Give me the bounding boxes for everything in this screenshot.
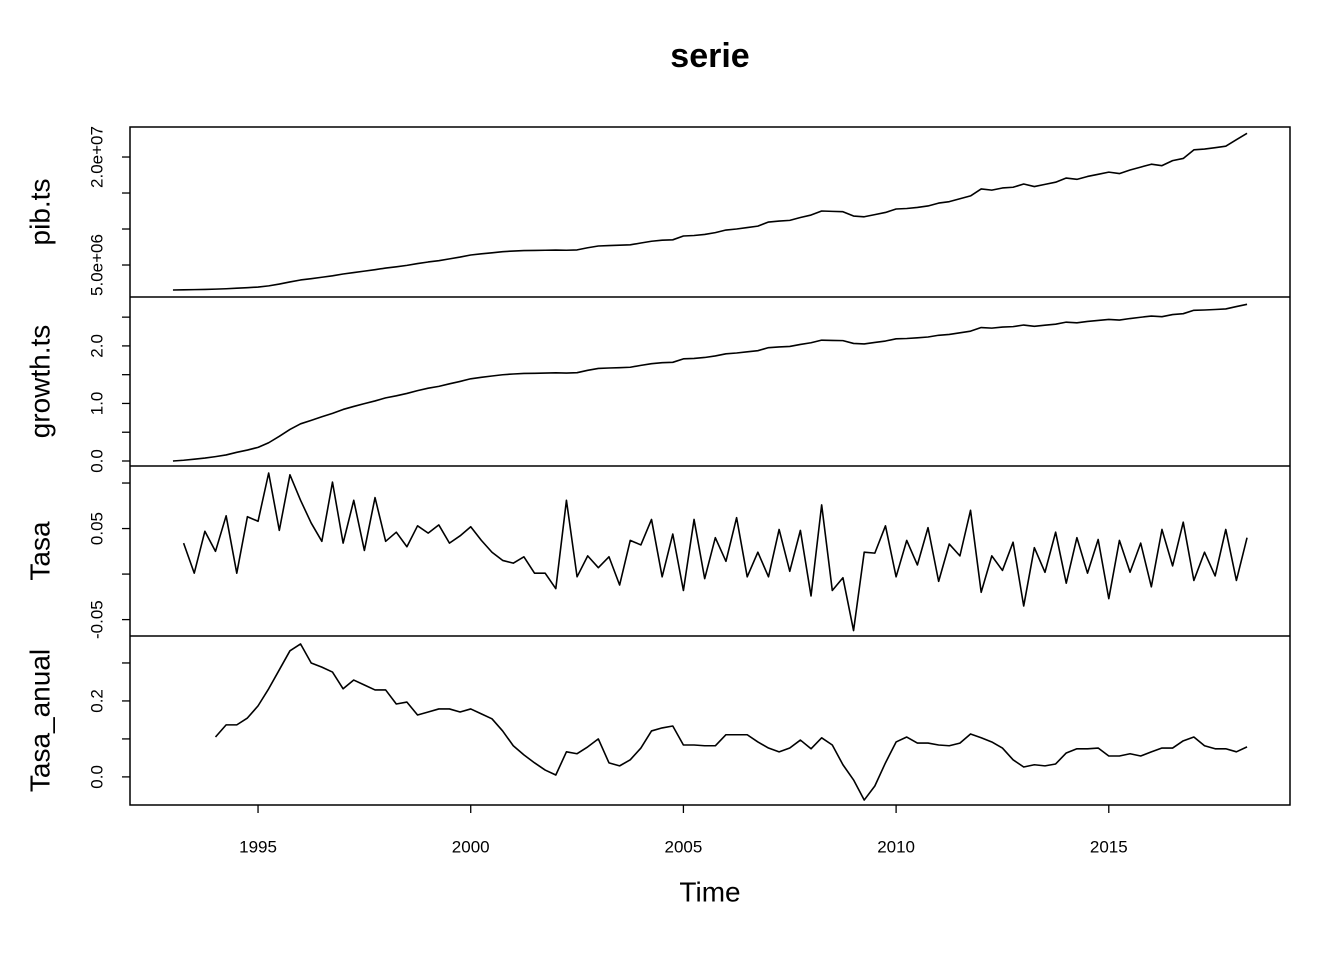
y-tick-label: 5.0e+06 [87, 234, 106, 296]
y-tick-label: 0.0 [87, 449, 106, 473]
y-tick-label: 0.0 [87, 765, 106, 789]
y-tick-label: 2.0 [87, 334, 106, 358]
y-axis-title: Tasa [24, 521, 55, 581]
y-tick-label: 2.0e+07 [87, 126, 106, 188]
chart-title: serie [670, 37, 749, 75]
series-line [172, 132, 1248, 291]
series-line [214, 643, 1248, 801]
y-axis-title: Tasa_anual [24, 649, 55, 792]
series-line [182, 472, 1248, 632]
x-tick-label: 1995 [239, 837, 277, 856]
y-axis-title: pib.ts [24, 179, 55, 246]
x-tick-label: 2010 [877, 837, 915, 856]
y-tick-label: -0.05 [87, 600, 106, 639]
x-axis-title: Time [679, 876, 740, 907]
x-tick-label: 2005 [664, 837, 702, 856]
series-line [172, 303, 1248, 462]
y-tick-label: 1.0 [87, 392, 106, 416]
x-tick-label: 2000 [452, 837, 490, 856]
x-tick-label: 2015 [1090, 837, 1128, 856]
y-tick-label: 0.05 [87, 512, 106, 545]
y-axis-title: growth.ts [24, 325, 55, 439]
y-tick-label: 0.2 [87, 689, 106, 713]
